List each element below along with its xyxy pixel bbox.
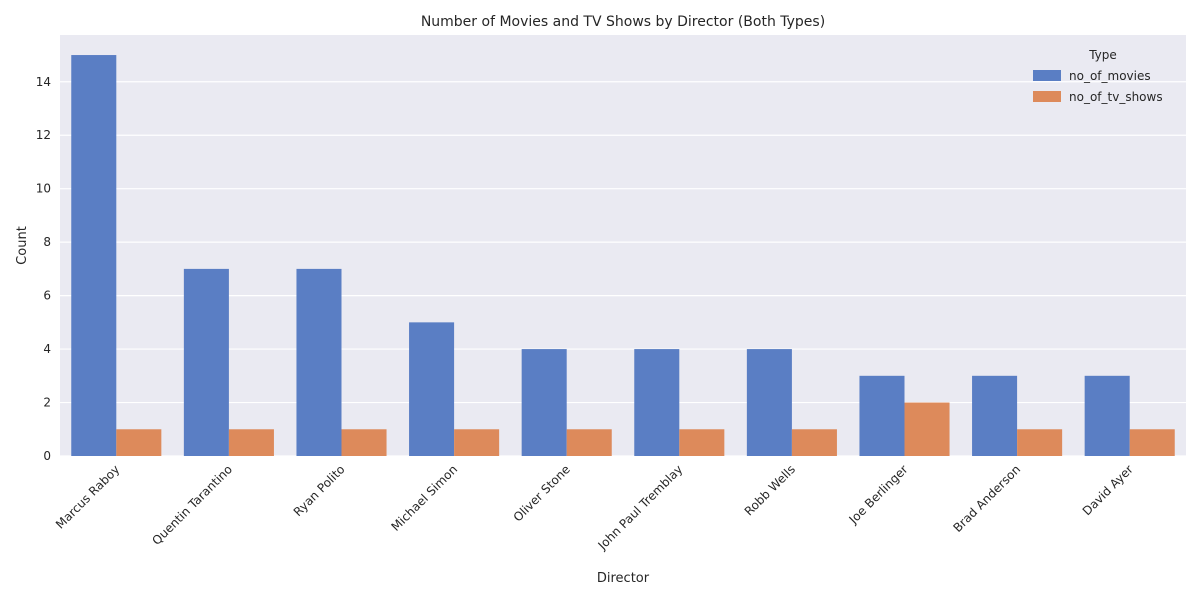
x-tick-label: Brad Anderson (950, 462, 1023, 535)
x-tick-label: Oliver Stone (511, 462, 573, 524)
x-tick-label: Robb Wells (742, 462, 798, 518)
bar-no-of-movies (521, 349, 567, 456)
bar-no-of-tv-shows (1017, 429, 1063, 456)
y-tick-label: 0 (43, 449, 51, 463)
legend-swatch-no-of-tv-shows (1033, 91, 1061, 102)
x-tick-label: Quentin Tarantino (149, 462, 235, 548)
y-tick-label: 8 (43, 235, 51, 249)
x-tick-label: Ryan Polito (291, 462, 348, 519)
y-tick-label: 2 (43, 396, 51, 410)
y-axis-ticks: 0 2 4 6 8 10 12 14 (36, 75, 51, 463)
x-tick-label: John Paul Tremblay (595, 462, 686, 553)
bar-no-of-tv-shows (679, 429, 725, 456)
bar-no-of-movies (296, 268, 342, 456)
y-tick-label: 6 (43, 289, 51, 303)
x-tick-label: David Ayer (1080, 462, 1136, 518)
bar-no-of-tv-shows (1129, 429, 1175, 456)
y-tick-label: 4 (43, 342, 51, 356)
bar-no-of-movies (183, 268, 229, 456)
bar-no-of-tv-shows (228, 429, 274, 456)
bar-no-of-tv-shows (454, 429, 500, 456)
x-axis-ticks: Marcus Raboy Quentin Tarantino Ryan Polito… (53, 462, 1136, 553)
y-axis-label: Count (15, 226, 30, 265)
y-tick-label: 12 (36, 128, 51, 142)
bar-no-of-movies (71, 55, 117, 457)
x-axis-label: Director (597, 571, 650, 586)
bar-no-of-movies (409, 322, 455, 456)
bar-no-of-tv-shows (904, 402, 950, 456)
x-tick-label: Joe Berlinger (846, 462, 911, 527)
legend: Type no_of_movies no_of_tv_shows (1033, 48, 1163, 104)
y-tick-label: 14 (36, 75, 51, 89)
x-tick-label: Michael Simon (389, 462, 461, 534)
legend-title: Type (1088, 48, 1117, 62)
bar-no-of-tv-shows (116, 429, 162, 456)
x-tick-label: Marcus Raboy (53, 462, 122, 531)
bar-no-of-movies (746, 349, 792, 456)
bars (71, 55, 1175, 457)
legend-swatch-no-of-movies (1033, 70, 1061, 81)
bar-no-of-tv-shows (791, 429, 837, 456)
bar-no-of-movies (634, 349, 680, 456)
bar-no-of-tv-shows (341, 429, 387, 456)
y-tick-label: 10 (36, 182, 51, 196)
bar-no-of-movies (972, 375, 1018, 456)
legend-label: no_of_tv_shows (1069, 90, 1163, 104)
legend-label: no_of_movies (1069, 69, 1151, 83)
bar-no-of-movies (859, 375, 905, 456)
bar-no-of-movies (1084, 375, 1130, 456)
bar-no-of-tv-shows (566, 429, 612, 456)
chart-title: Number of Movies and TV Shows by Directo… (421, 14, 825, 30)
